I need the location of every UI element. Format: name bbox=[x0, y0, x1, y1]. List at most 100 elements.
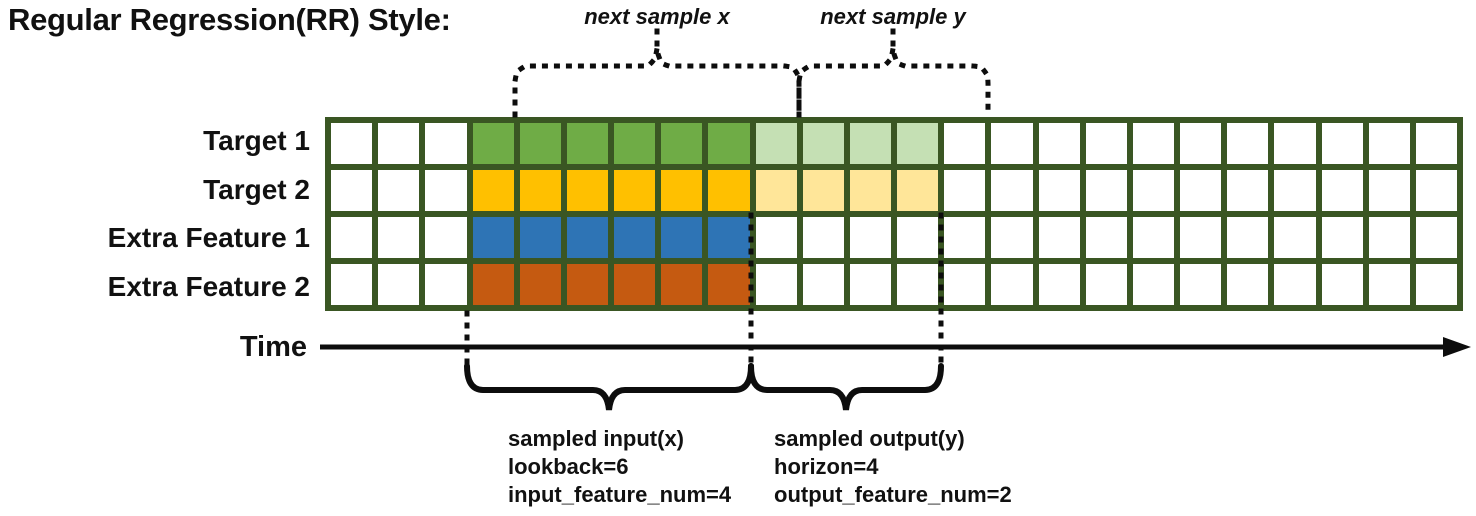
grid-cell bbox=[472, 123, 514, 164]
grid-cell bbox=[1321, 170, 1363, 211]
grid-cell bbox=[1132, 170, 1174, 211]
grid-cell bbox=[472, 217, 514, 258]
grid-cell bbox=[802, 170, 844, 211]
grid-cell bbox=[519, 170, 561, 211]
grid-cell bbox=[331, 123, 373, 164]
row-label-target-2: Target 2 bbox=[203, 174, 310, 205]
grid-cell bbox=[378, 264, 420, 305]
grid-cell bbox=[519, 123, 561, 164]
grid-cell bbox=[1132, 264, 1174, 305]
grid-cell bbox=[1227, 217, 1269, 258]
grid-cell bbox=[1368, 217, 1410, 258]
grid-cell bbox=[1321, 217, 1363, 258]
grid-cell bbox=[614, 123, 656, 164]
grid-cell bbox=[897, 123, 939, 164]
grid-cell bbox=[1132, 123, 1174, 164]
grid-cell bbox=[802, 264, 844, 305]
grid-cell bbox=[661, 170, 703, 211]
sampled-output-line: sampled output(y) bbox=[774, 426, 965, 451]
grid-cell bbox=[1085, 264, 1127, 305]
grid-cell bbox=[897, 217, 939, 258]
grid-cell bbox=[1038, 264, 1080, 305]
sampled-input-brace bbox=[464, 363, 754, 411]
grid-cell bbox=[802, 123, 844, 164]
grid-cell bbox=[755, 217, 797, 258]
grid-cell bbox=[1038, 217, 1080, 258]
horizon-line: horizon=4 bbox=[774, 454, 879, 479]
grid-cell bbox=[708, 170, 750, 211]
grid-cell bbox=[1321, 123, 1363, 164]
time-axis-arrowhead bbox=[1443, 337, 1471, 357]
grid-cell bbox=[1368, 123, 1410, 164]
grid-cell bbox=[1274, 217, 1316, 258]
next-sample-x-label: next sample x bbox=[584, 4, 730, 29]
grid-cell bbox=[991, 217, 1033, 258]
grid-cell bbox=[661, 217, 703, 258]
grid-cell bbox=[755, 170, 797, 211]
grid-cell bbox=[566, 217, 608, 258]
time-axis-label: Time bbox=[239, 331, 307, 363]
grid-cell bbox=[1085, 170, 1127, 211]
grid-cell bbox=[1085, 217, 1127, 258]
grid-cell bbox=[708, 217, 750, 258]
grid-cell bbox=[425, 264, 467, 305]
grid-cell bbox=[661, 123, 703, 164]
grid-cell bbox=[472, 170, 514, 211]
next-sample-x-brace bbox=[512, 47, 802, 118]
grid-cell bbox=[849, 217, 891, 258]
grid-cell bbox=[1085, 123, 1127, 164]
diagram-title: Regular Regression(RR) Style: bbox=[8, 2, 451, 37]
grid-cell bbox=[897, 170, 939, 211]
grid-cell bbox=[1368, 170, 1410, 211]
grid-cell bbox=[472, 264, 514, 305]
grid-cell bbox=[1227, 170, 1269, 211]
grid-cell bbox=[425, 123, 467, 164]
grid-cell bbox=[1415, 170, 1457, 211]
grid-cell bbox=[708, 264, 750, 305]
grid-cell bbox=[849, 264, 891, 305]
grid-cell bbox=[944, 264, 986, 305]
grid-cell bbox=[331, 217, 373, 258]
grid-cell bbox=[1227, 123, 1269, 164]
grid-cell bbox=[1274, 264, 1316, 305]
grid-cell bbox=[1038, 123, 1080, 164]
grid-cell bbox=[944, 123, 986, 164]
sampled-output-annotation: sampled output(y) horizon=4 output_featu… bbox=[774, 425, 1012, 509]
grid-cell bbox=[755, 264, 797, 305]
grid-cell bbox=[1321, 264, 1363, 305]
grid-cell bbox=[425, 170, 467, 211]
grid-cell bbox=[1180, 264, 1222, 305]
output-feature-num-line: output_feature_num=2 bbox=[774, 482, 1012, 507]
grid-cell bbox=[566, 170, 608, 211]
grid-cell bbox=[378, 170, 420, 211]
grid-cell bbox=[991, 264, 1033, 305]
grid-cell bbox=[849, 170, 891, 211]
grid-cell bbox=[425, 217, 467, 258]
grid-cell bbox=[378, 123, 420, 164]
grid-cell bbox=[1180, 123, 1222, 164]
grid-cell bbox=[1415, 217, 1457, 258]
grid-cell bbox=[566, 123, 608, 164]
grid-cell bbox=[378, 217, 420, 258]
next-sample-y-brace bbox=[796, 47, 991, 118]
grid-cell bbox=[519, 264, 561, 305]
sampled-output-brace bbox=[748, 363, 944, 411]
grid-cell bbox=[1368, 264, 1410, 305]
sample-grid bbox=[325, 117, 1463, 311]
row-label-extra-feature-2: Extra Feature 2 bbox=[107, 271, 310, 302]
grid-cell bbox=[849, 123, 891, 164]
grid-cell bbox=[1180, 170, 1222, 211]
lookback-line: lookback=6 bbox=[508, 454, 629, 479]
grid-cell bbox=[1274, 170, 1316, 211]
grid-cell bbox=[755, 123, 797, 164]
grid-cell bbox=[1227, 264, 1269, 305]
grid-cell bbox=[1180, 217, 1222, 258]
grid-cell bbox=[1132, 217, 1174, 258]
grid-cell bbox=[331, 264, 373, 305]
grid-cell bbox=[1274, 123, 1316, 164]
grid-cell bbox=[1038, 170, 1080, 211]
grid-cell bbox=[708, 123, 750, 164]
grid-cell bbox=[331, 170, 373, 211]
grid-cell bbox=[802, 217, 844, 258]
